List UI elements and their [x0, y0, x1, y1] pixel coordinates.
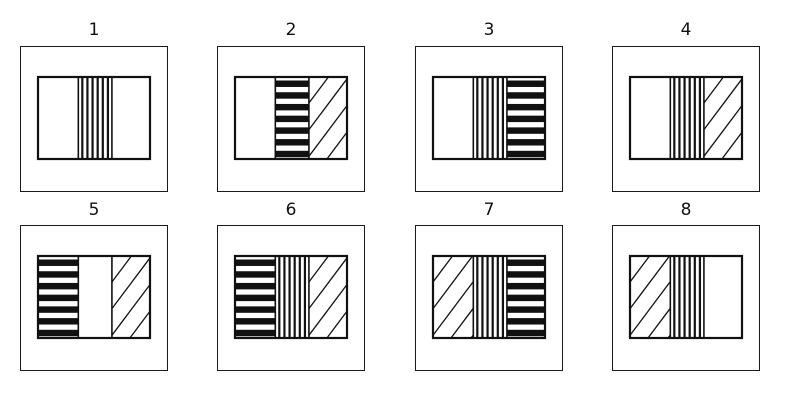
- panel-diagonal-5-2: [111, 256, 150, 338]
- flag-outline: [628, 75, 744, 161]
- flag-outline: [233, 75, 349, 161]
- panel-horizontal-5-0: [38, 259, 79, 337]
- answer-option-3[interactable]: [415, 46, 563, 192]
- panel-horizontal-3-2: [506, 80, 545, 158]
- option-number-label: 3: [483, 20, 495, 40]
- option-number-label: 7: [483, 200, 495, 220]
- flag-figure: [233, 254, 349, 340]
- panel-vertical-6-1: [278, 256, 307, 338]
- panel-vertical-4-1: [673, 77, 702, 159]
- flag-outline: [233, 254, 349, 340]
- option-number-label: 6: [285, 200, 297, 220]
- flag-outline: [36, 254, 152, 340]
- flag-figure: [431, 254, 547, 340]
- panel-diagonal-2-2: [308, 77, 347, 159]
- flag-figure: [233, 75, 349, 161]
- panel-vertical-8-1: [673, 256, 702, 338]
- panel-diagonal-7-0: [433, 256, 474, 338]
- option-number-label: 4: [680, 20, 692, 40]
- flag-outline: [431, 75, 547, 161]
- flag-figure: [628, 254, 744, 340]
- panel-diagonal-6-2: [308, 256, 347, 338]
- flag-outline: [628, 254, 744, 340]
- panel-diagonal-8-0: [630, 256, 671, 338]
- option-number-label: 5: [88, 200, 100, 220]
- answer-option-1[interactable]: [20, 46, 168, 192]
- panel-vertical-3-1: [476, 77, 505, 159]
- flag-outline: [36, 75, 152, 161]
- option-number-label: 1: [88, 20, 100, 40]
- option-number-label: 8: [680, 200, 692, 220]
- panel-diagonal-4-2: [703, 77, 742, 159]
- flag-figure: [36, 75, 152, 161]
- flag-figure: [36, 254, 152, 340]
- panel-vertical-7-1: [476, 256, 505, 338]
- answer-option-8[interactable]: [612, 225, 760, 371]
- answer-option-4[interactable]: [612, 46, 760, 192]
- answer-option-2[interactable]: [217, 46, 365, 192]
- flag-figure: [431, 75, 547, 161]
- panel-vertical-1-1: [81, 77, 110, 159]
- panel-horizontal-7-2: [506, 259, 545, 337]
- panel-horizontal-2-1: [275, 80, 309, 158]
- answer-option-5[interactable]: [20, 225, 168, 371]
- flag-figure: [628, 75, 744, 161]
- panel-horizontal-6-0: [235, 259, 276, 337]
- option-number-label: 2: [285, 20, 297, 40]
- flag-outline: [431, 254, 547, 340]
- answer-option-7[interactable]: [415, 225, 563, 371]
- answer-option-6[interactable]: [217, 225, 365, 371]
